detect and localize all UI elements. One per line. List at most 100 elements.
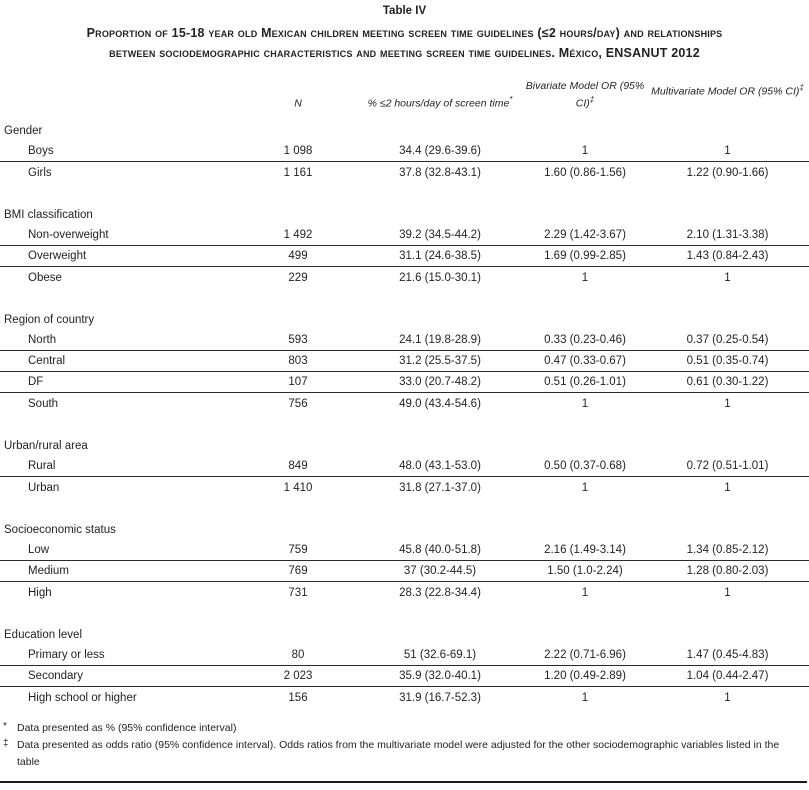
cell-multi: 1.43 (0.84-2.43) (686, 250, 769, 262)
cell-multi: 1.34 (0.85-2.12) (686, 544, 769, 556)
cell-n: 803 (288, 355, 308, 367)
footnote-marker: ‡ (799, 83, 804, 93)
table-row: Non-overweight 1 492 39.2 (34.5-44.2) 2.29 … (0, 225, 809, 246)
section-rows: Primary or less 80 51 (32.6-69.1) 2.22 (0.7… (0, 645, 809, 708)
footnote-asterisk: * Data presented as % (95% confidence in… (0, 720, 809, 737)
cell-biv: 1 (581, 397, 589, 410)
section-header: Urban/rural area (4, 440, 88, 452)
table-section: Education level Primary or less 80 51 (32.6… (0, 625, 809, 708)
table-row: South 756 49.0 (43.4-54.6) 1 1 (0, 393, 809, 414)
table-row: Low 759 45.8 (40.0-51.8) 2.16 (1.49-3.14) 1.… (0, 540, 809, 561)
cell-label: Obese (28, 271, 62, 284)
cell-pct: 35.9 (32.0-40.1) (399, 670, 481, 682)
table-body: Gender Boys 1 098 34.4 (29.6-39.6) 1 1 Girls 1 … (0, 121, 809, 708)
section-header: BMI classification (4, 209, 93, 221)
cell-biv: 2.16 (1.49-3.14) (544, 544, 626, 556)
table-section: Gender Boys 1 098 34.4 (29.6-39.6) 1 1 Girls 1 … (0, 121, 809, 183)
footnote-marker: ‡ (589, 94, 595, 104)
cell-biv: 2.29 (1.42-3.67) (544, 229, 626, 241)
cell-label: Low (28, 544, 50, 556)
cell-multi: 1 (724, 691, 731, 704)
cell-biv: 0.50 (0.37-0.68) (544, 460, 626, 472)
section-header: Socioeconomic status (4, 524, 116, 536)
bottom-rule (0, 781, 807, 783)
cell-n: 756 (288, 397, 308, 410)
column-header-percent-screen-time: % ≤2 hours/day of screen time* (367, 94, 513, 110)
cell-n: 2 023 (283, 670, 313, 682)
cell-n: 499 (288, 250, 308, 262)
cell-label: DF (28, 376, 44, 388)
cell-biv: 0.33 (0.23-0.46) (544, 334, 626, 346)
cell-multi: 0.61 (0.30-1.22) (686, 376, 769, 388)
cell-n: 1 098 (283, 145, 313, 157)
section-rows: North 593 24.1 (19.8-28.9) 0.33 (0.23-0.46)… (0, 330, 809, 414)
cell-pct: 37 (30.2-44.5) (403, 565, 477, 577)
table-section: Urban/rural area Rural 849 48.0 (43.1-53.0)… (0, 436, 809, 498)
cell-n: 1 410 (283, 481, 313, 494)
cell-multi: 1.04 (0.44-2.47) (686, 670, 769, 682)
section-rows: Rural 849 48.0 (43.1-53.0) 0.50 (0.37-0.68)… (0, 456, 809, 498)
cell-label: High school or higher (28, 691, 137, 704)
cell-multi: 1.47 (0.45-4.83) (686, 649, 769, 661)
table-row: Overweight 499 31.1 (24.6-38.5) 1.69 (0.99-… (0, 246, 809, 267)
cell-multi: 0.72 (0.51-1.01) (686, 460, 769, 472)
column-header-multivariate-model: Multivariate Model OR (95% CI)‡ (651, 83, 804, 98)
cell-label: Secondary (28, 670, 83, 682)
cell-n: 769 (288, 565, 308, 577)
cell-multi: 1 (724, 145, 731, 157)
column-header-n: N (294, 97, 302, 109)
footnote-marker: ‡ (3, 738, 9, 749)
cell-multi: 2.10 (1.31-3.38) (686, 229, 769, 241)
cell-biv: 1.60 (0.86-1.56) (544, 166, 626, 179)
cell-biv: 1.20 (0.49-2.89) (544, 670, 626, 682)
cell-multi: 1 (724, 397, 731, 410)
cell-pct: 48.0 (43.1-53.0) (399, 460, 481, 472)
section-header: Education level (4, 629, 82, 641)
cell-pct: 51 (32.6-69.1) (403, 649, 477, 661)
cell-pct: 31.2 (25.5-37.5) (399, 355, 481, 367)
table-section: BMI classification Non-overweight 1 492 39.… (0, 205, 809, 288)
cell-pct: 33.0 (20.7-48.2) (399, 376, 481, 388)
cell-label: Girls (28, 166, 52, 179)
cell-pct: 37.8 (32.8-43.1) (399, 166, 481, 179)
cell-pct: 28.3 (22.8-34.4) (399, 586, 481, 599)
cell-pct: 31.1 (24.6-38.5) (399, 250, 481, 262)
table-section: Socioeconomic status Low 759 45.8 (40.0-51.… (0, 520, 809, 603)
cell-label: Primary or less (28, 649, 105, 661)
cell-biv: 1.69 (0.99-2.85) (544, 250, 626, 262)
table-row: Urban 1 410 31.8 (27.1-37.0) 1 1 (0, 477, 809, 498)
table-row: Rural 849 48.0 (43.1-53.0) 0.50 (0.37-0.68)… (0, 456, 809, 477)
footnotes: * Data presented as % (95% confidence in… (0, 720, 809, 771)
cell-label: Central (28, 355, 66, 367)
table-row: Medium 769 37 (30.2-44.5) 1.50 (1.0-2.24) 1.… (0, 561, 809, 582)
section-rows: Boys 1 098 34.4 (29.6-39.6) 1 1 Girls 1 161 37.… (0, 141, 809, 183)
cell-biv: 2.22 (0.71-6.96) (544, 649, 626, 661)
cell-multi: 0.51 (0.35-0.74) (686, 355, 769, 367)
footnote-marker: * (3, 721, 7, 732)
cell-biv: 0.51 (0.26-1.01) (544, 376, 626, 388)
cell-n: 1 492 (283, 229, 313, 241)
cell-biv: 1 (581, 481, 589, 494)
cell-pct: 49.0 (43.4-54.6) (399, 397, 481, 410)
cell-multi: 1.22 (0.90-1.66) (686, 166, 769, 179)
cell-label: Non-overweight (28, 229, 109, 241)
cell-pct: 34.4 (29.6-39.6) (399, 145, 481, 157)
footnote-marker: * (509, 94, 513, 104)
cell-label: North (28, 334, 57, 346)
cell-n: 849 (288, 460, 308, 472)
cell-n: 1 161 (283, 166, 313, 179)
table-row: High school or higher 156 31.9 (16.7-52.3)… (0, 687, 809, 708)
section-rows: Non-overweight 1 492 39.2 (34.5-44.2) 2.29 … (0, 225, 809, 288)
cell-label: Urban (28, 481, 60, 494)
cell-biv: 1 (581, 586, 589, 599)
cell-label: Boys (28, 145, 54, 157)
cell-pct: 31.8 (27.1-37.0) (399, 481, 481, 494)
table-title-line-1: Proportion of 15-18 year old Mexican chi… (86, 26, 723, 40)
cell-biv: 1 (581, 271, 589, 284)
cell-label: Overweight (28, 250, 87, 262)
cell-biv: 1.50 (1.0-2.24) (547, 565, 623, 577)
table-label: Table IV (382, 5, 427, 17)
table-row: Secondary 2 023 35.9 (32.0-40.1) 1.20 (0.49… (0, 666, 809, 687)
table-section: Region of country North 593 24.1 (19.8-28.9… (0, 310, 809, 414)
